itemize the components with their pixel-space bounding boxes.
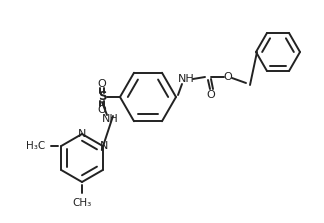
Text: NH: NH	[178, 74, 194, 84]
Text: H₃C: H₃C	[26, 141, 45, 151]
Text: CH₃: CH₃	[72, 198, 92, 208]
Text: O: O	[224, 72, 232, 82]
Text: O: O	[207, 90, 215, 100]
Text: N: N	[99, 141, 108, 151]
Text: NH: NH	[102, 114, 118, 124]
Text: S: S	[98, 91, 106, 103]
Text: O: O	[98, 79, 106, 89]
Text: O: O	[98, 105, 106, 115]
Text: N: N	[78, 129, 86, 139]
